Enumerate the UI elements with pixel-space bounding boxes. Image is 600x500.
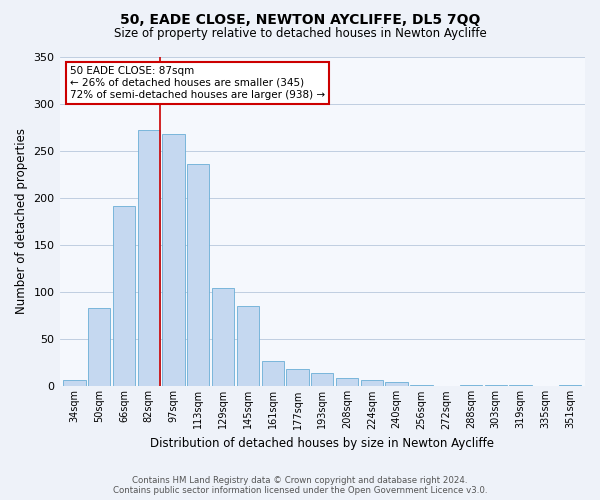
Text: Size of property relative to detached houses in Newton Aycliffe: Size of property relative to detached ho… [113,28,487,40]
Text: Contains HM Land Registry data © Crown copyright and database right 2024.
Contai: Contains HM Land Registry data © Crown c… [113,476,487,495]
Bar [385,382,408,386]
Bar [212,288,234,386]
Bar [63,380,86,386]
Bar [262,361,284,386]
Bar [460,384,482,386]
Bar [187,164,209,386]
Text: 50 EADE CLOSE: 87sqm
← 26% of detached houses are smaller (345)
72% of semi-deta: 50 EADE CLOSE: 87sqm ← 26% of detached h… [70,66,325,100]
Bar [163,134,185,386]
Bar [237,306,259,386]
Bar [361,380,383,386]
X-axis label: Distribution of detached houses by size in Newton Aycliffe: Distribution of detached houses by size … [150,437,494,450]
Bar [311,373,334,386]
Bar [88,308,110,386]
Y-axis label: Number of detached properties: Number of detached properties [15,128,28,314]
Bar [336,378,358,386]
Bar [286,370,308,386]
Bar [113,206,135,386]
Bar [410,384,433,386]
Text: 50, EADE CLOSE, NEWTON AYCLIFFE, DL5 7QQ: 50, EADE CLOSE, NEWTON AYCLIFFE, DL5 7QQ [120,12,480,26]
Bar [559,384,581,386]
Bar [137,130,160,386]
